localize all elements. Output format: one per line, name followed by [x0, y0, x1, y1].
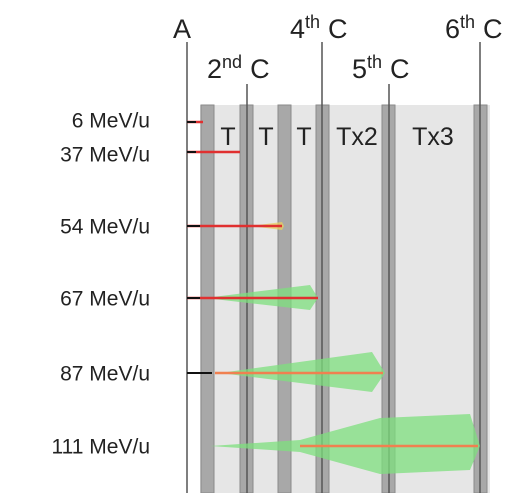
top-label: 6th C: [445, 12, 503, 44]
top-label: 2nd C: [207, 52, 270, 84]
energy-label: 67 MeV/u: [60, 288, 150, 311]
section-label: Tx3: [412, 123, 454, 151]
energy-label: 54 MeV/u: [60, 216, 150, 239]
label-superscript: th: [305, 12, 320, 32]
label-superscript: th: [367, 52, 382, 72]
label-letter: C: [250, 54, 270, 84]
label-letter: C: [390, 54, 410, 84]
label-number: 4: [290, 14, 305, 44]
section-label: T: [220, 123, 235, 151]
top-label: A: [173, 14, 191, 44]
label-letter: C: [483, 14, 503, 44]
label-superscript: nd: [222, 52, 242, 72]
energy-label: 6 MeV/u: [72, 110, 150, 133]
label-number: A: [173, 14, 191, 44]
energy-label: 111 MeV/u: [52, 436, 150, 459]
section-label: T: [296, 123, 311, 151]
section-label: Tx2: [336, 123, 378, 151]
label-letter: C: [328, 14, 348, 44]
energy-label: 87 MeV/u: [60, 363, 150, 386]
label-number: 2: [207, 54, 222, 84]
top-label: 4th C: [290, 12, 348, 44]
top-label: 5th C: [352, 52, 410, 84]
section-label: T: [258, 123, 273, 151]
label-superscript: th: [460, 12, 475, 32]
label-number: 6: [445, 14, 460, 44]
diagram: A2ndC4thC5thC6thCTTTTx2Tx36 MeV/u37 MeV/…: [0, 0, 505, 493]
label-number: 5: [352, 54, 367, 84]
energy-label: 37 MeV/u: [60, 144, 150, 167]
